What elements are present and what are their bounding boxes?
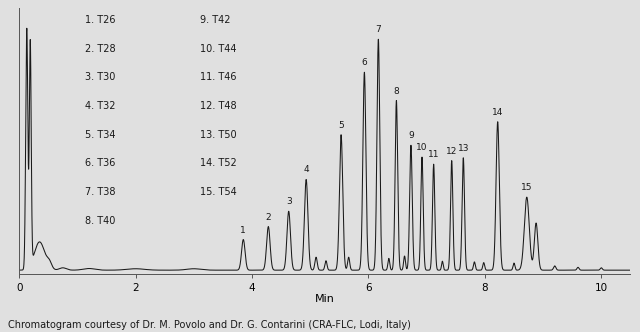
Text: 5: 5: [338, 121, 344, 130]
Text: 2: 2: [266, 212, 271, 221]
Text: Chromatogram courtesy of Dr. M. Povolo and Dr. G. Contarini (CRA-FLC, Lodi, Ital: Chromatogram courtesy of Dr. M. Povolo a…: [8, 320, 410, 330]
Text: 1. T26: 1. T26: [85, 15, 116, 25]
Text: 11: 11: [428, 150, 440, 159]
Text: 6. T36: 6. T36: [85, 158, 116, 168]
Text: 7: 7: [376, 25, 381, 34]
Text: 13. T50: 13. T50: [200, 130, 236, 140]
Text: 9: 9: [408, 131, 414, 140]
Text: 10. T44: 10. T44: [200, 43, 236, 54]
Text: 14. T52: 14. T52: [200, 158, 236, 168]
Text: 8. T40: 8. T40: [85, 216, 116, 226]
Text: 1: 1: [241, 225, 246, 234]
Text: 13: 13: [458, 144, 469, 153]
Text: 12: 12: [446, 147, 458, 156]
Text: 10: 10: [416, 143, 428, 152]
Text: 5. T34: 5. T34: [85, 130, 116, 140]
Text: 15: 15: [521, 183, 532, 192]
X-axis label: Min: Min: [315, 294, 335, 304]
Text: 7. T38: 7. T38: [85, 187, 116, 197]
Text: 4. T32: 4. T32: [85, 101, 116, 111]
Text: 15. T54: 15. T54: [200, 187, 236, 197]
Text: 12. T48: 12. T48: [200, 101, 236, 111]
Text: 11. T46: 11. T46: [200, 72, 236, 82]
Text: 14: 14: [492, 108, 504, 117]
Text: 3. T30: 3. T30: [85, 72, 116, 82]
Text: 2. T28: 2. T28: [85, 43, 116, 54]
Text: 3: 3: [286, 197, 292, 206]
Text: 4: 4: [303, 165, 309, 175]
Text: 6: 6: [362, 58, 367, 67]
Text: 9. T42: 9. T42: [200, 15, 230, 25]
Text: 8: 8: [394, 87, 399, 96]
